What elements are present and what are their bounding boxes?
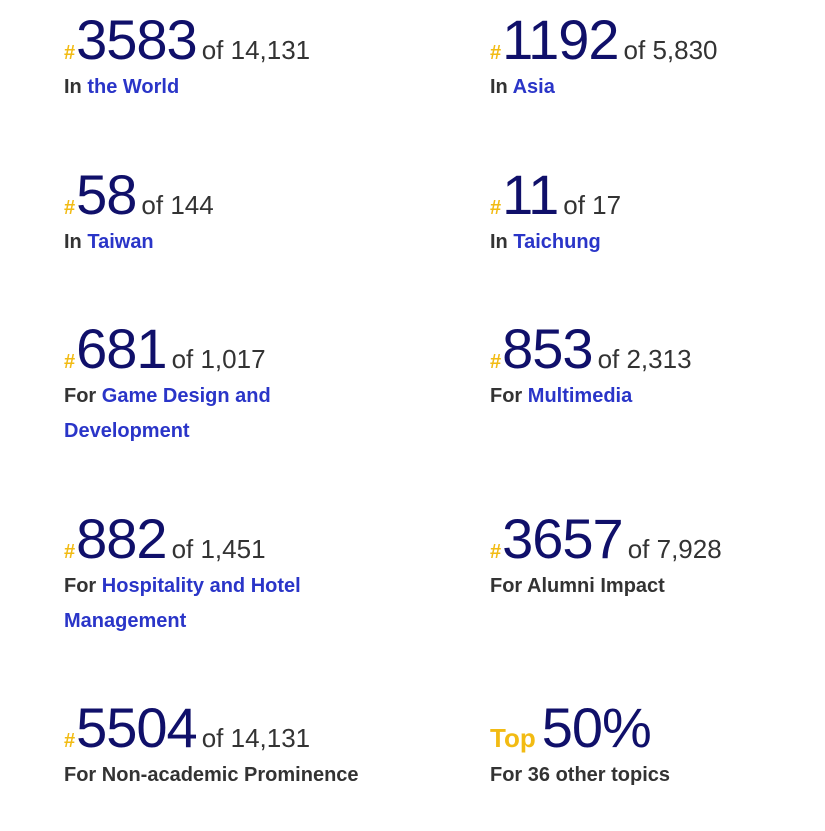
rank-number: 58	[76, 163, 137, 226]
ranking-card-non-academic: # 5504 of 14,131 For Non-academic Promin…	[64, 700, 394, 793]
ranking-card-taichung: # 11 of 17 In Taichung	[490, 167, 820, 260]
ranking-card-game-design: # 681 of 1,017 For Game Design and Devel…	[64, 321, 334, 449]
rank-number: 5504	[76, 696, 198, 759]
ranking-card-world: # 3583 of 14,131 In the World	[64, 12, 394, 105]
rank-number: 882	[76, 507, 167, 570]
rank-number: 3583	[76, 8, 198, 71]
ranking-card-taiwan: # 58 of 144 In Taiwan	[64, 167, 394, 260]
caption-prefix: For	[64, 575, 97, 597]
ranking-card-multimedia: # 853 of 2,313 For Multimedia	[490, 321, 820, 414]
taichung-link[interactable]: Taichung	[513, 231, 601, 253]
ranking-card-alumni-impact: # 3657 of 7,928 For Alumni Impact	[490, 511, 820, 604]
hash-symbol: #	[64, 730, 76, 752]
rank-number: 1192	[502, 8, 619, 71]
rank-caption: For Game Design and Development	[64, 379, 334, 449]
caption-prefix: In	[64, 76, 82, 98]
hospitality-link[interactable]: Hospitality and Hotel Management	[64, 575, 301, 632]
caption-text: Non-academic Prominence	[101, 764, 359, 786]
rank-number: 853	[502, 317, 593, 380]
caption-prefix: For	[490, 575, 523, 597]
rank-caption: For Non-academic Prominence	[64, 758, 394, 793]
rank-line: # 681 of 1,017	[64, 321, 334, 377]
rank-total: of 144	[141, 190, 214, 220]
rank-total: of 5,830	[623, 35, 718, 65]
rank-line: Top 50%	[490, 700, 820, 756]
caption-text: For 36 other topics	[490, 764, 671, 786]
rank-caption: For Multimedia	[490, 379, 820, 414]
rank-line: # 3583 of 14,131	[64, 12, 394, 68]
game-design-link[interactable]: Game Design and Development	[64, 385, 271, 442]
rank-line: # 5504 of 14,131	[64, 700, 394, 756]
hash-symbol: #	[64, 351, 76, 373]
hash-symbol: #	[490, 42, 502, 64]
rank-caption: In Taichung	[490, 225, 820, 260]
caption-prefix: For	[490, 385, 523, 407]
rank-caption: In the World	[64, 70, 394, 105]
rank-line: # 882 of 1,451	[64, 511, 354, 567]
hash-symbol: #	[64, 197, 76, 219]
caption-prefix: In	[490, 231, 508, 253]
asia-link[interactable]: Asia	[512, 76, 555, 98]
rank-caption: In Asia	[490, 70, 820, 105]
rank-line: # 58 of 144	[64, 167, 394, 223]
caption-prefix: For	[64, 764, 97, 786]
ranking-card-hospitality: # 882 of 1,451 For Hospitality and Hotel…	[64, 511, 354, 639]
hash-symbol: #	[64, 42, 76, 64]
hash-symbol: #	[64, 541, 76, 563]
caption-prefix: In	[490, 76, 508, 98]
ranking-card-top-summary: Top 50% For 36 other topics	[490, 700, 820, 793]
rank-line: # 3657 of 7,928	[490, 511, 820, 567]
multimedia-link[interactable]: Multimedia	[527, 385, 633, 407]
rank-total: of 17	[563, 190, 622, 220]
rank-caption: In Taiwan	[64, 225, 394, 260]
caption-prefix: For	[64, 385, 97, 407]
rank-total: of 7,928	[627, 534, 722, 564]
top-label: Top	[490, 723, 536, 753]
rank-line: # 11 of 17	[490, 167, 820, 223]
top-percent: 50%	[541, 696, 652, 759]
rank-total: of 2,313	[597, 344, 692, 374]
rank-total: of 14,131	[201, 35, 311, 65]
rank-number: 3657	[502, 507, 624, 570]
caption-prefix: In	[64, 231, 82, 253]
rank-number: 11	[502, 163, 559, 226]
caption-text: Alumni Impact	[527, 575, 665, 597]
hash-symbol: #	[490, 197, 502, 219]
hash-symbol: #	[490, 541, 502, 563]
rank-caption: For Hospitality and Hotel Management	[64, 569, 354, 639]
rank-line: # 1192 of 5,830	[490, 12, 820, 68]
rank-line: # 853 of 2,313	[490, 321, 820, 377]
rank-total: of 14,131	[201, 723, 311, 753]
rank-caption: For Alumni Impact	[490, 569, 820, 604]
rank-number: 681	[76, 317, 167, 380]
taiwan-link[interactable]: Taiwan	[87, 231, 154, 253]
rank-total: of 1,017	[171, 344, 266, 374]
ranking-card-asia: # 1192 of 5,830 In Asia	[490, 12, 820, 105]
rank-caption: For 36 other topics	[490, 758, 820, 793]
hash-symbol: #	[490, 351, 502, 373]
world-link[interactable]: the World	[87, 76, 180, 98]
rank-total: of 1,451	[171, 534, 266, 564]
